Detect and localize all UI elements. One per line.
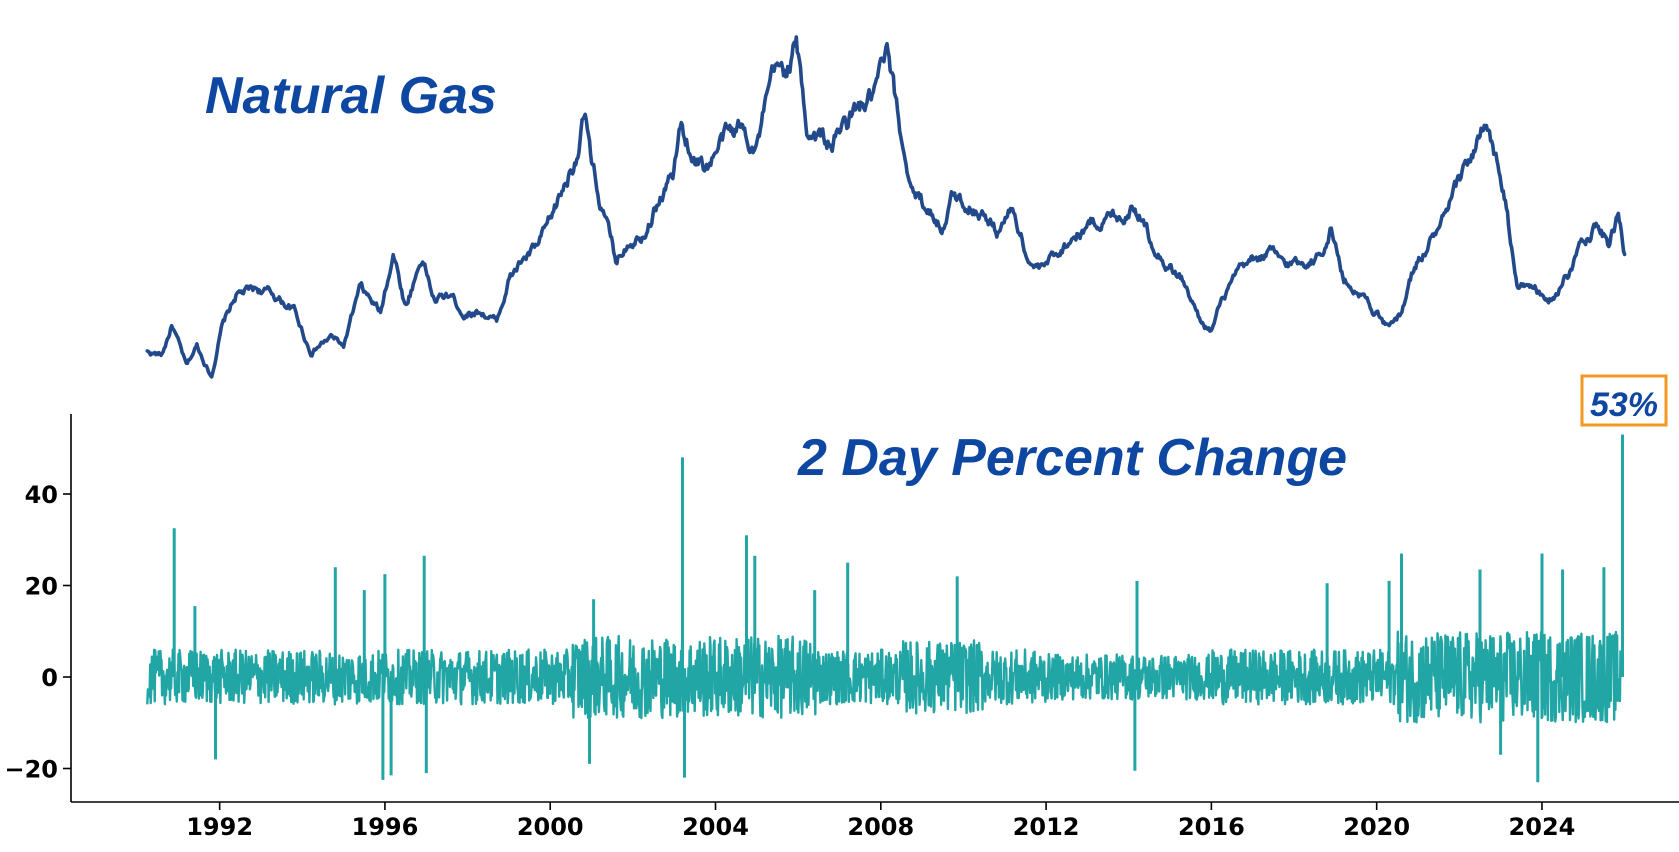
x-tick-label: 2020 <box>1343 813 1410 841</box>
y-tick-label: −20 <box>4 756 58 784</box>
y-tick-label: 0 <box>41 664 58 692</box>
peak-annotation-label: 53% <box>1590 386 1658 424</box>
percent-change-line <box>146 630 1622 724</box>
peak-annotation: 53% <box>1580 374 1668 427</box>
percent-change-title: 2 Day Percent Change <box>797 429 1347 487</box>
x-tick-label: 2008 <box>847 813 914 841</box>
x-tick-label: 2012 <box>1013 813 1080 841</box>
y-axis-ticks: 40 20 0 −20 <box>4 481 71 784</box>
natural-gas-title: Natural Gas <box>205 67 497 125</box>
x-tick-label: 2004 <box>682 813 749 841</box>
x-tick-label: 2016 <box>1178 813 1245 841</box>
natural-gas-panel: Natural Gas <box>145 35 1627 379</box>
x-tick-label: 2000 <box>517 813 584 841</box>
peak-annotation-box <box>1580 374 1668 427</box>
x-tick-label: 1992 <box>186 813 253 841</box>
y-tick-label: 40 <box>25 481 58 509</box>
percent-change-spikes <box>172 434 1624 783</box>
x-axis-ticks: 1992 1996 2000 2004 2008 2012 2016 2020 2024 <box>186 802 1575 841</box>
natural-gas-price-line <box>145 35 1627 379</box>
x-tick-label: 2024 <box>1509 813 1576 841</box>
x-tick-label: 1996 <box>352 813 419 841</box>
y-tick-label: 20 <box>25 573 58 601</box>
percent-change-panel: 2 Day Percent Change 40 20 0 −20 1992 1996 20… <box>4 374 1679 841</box>
